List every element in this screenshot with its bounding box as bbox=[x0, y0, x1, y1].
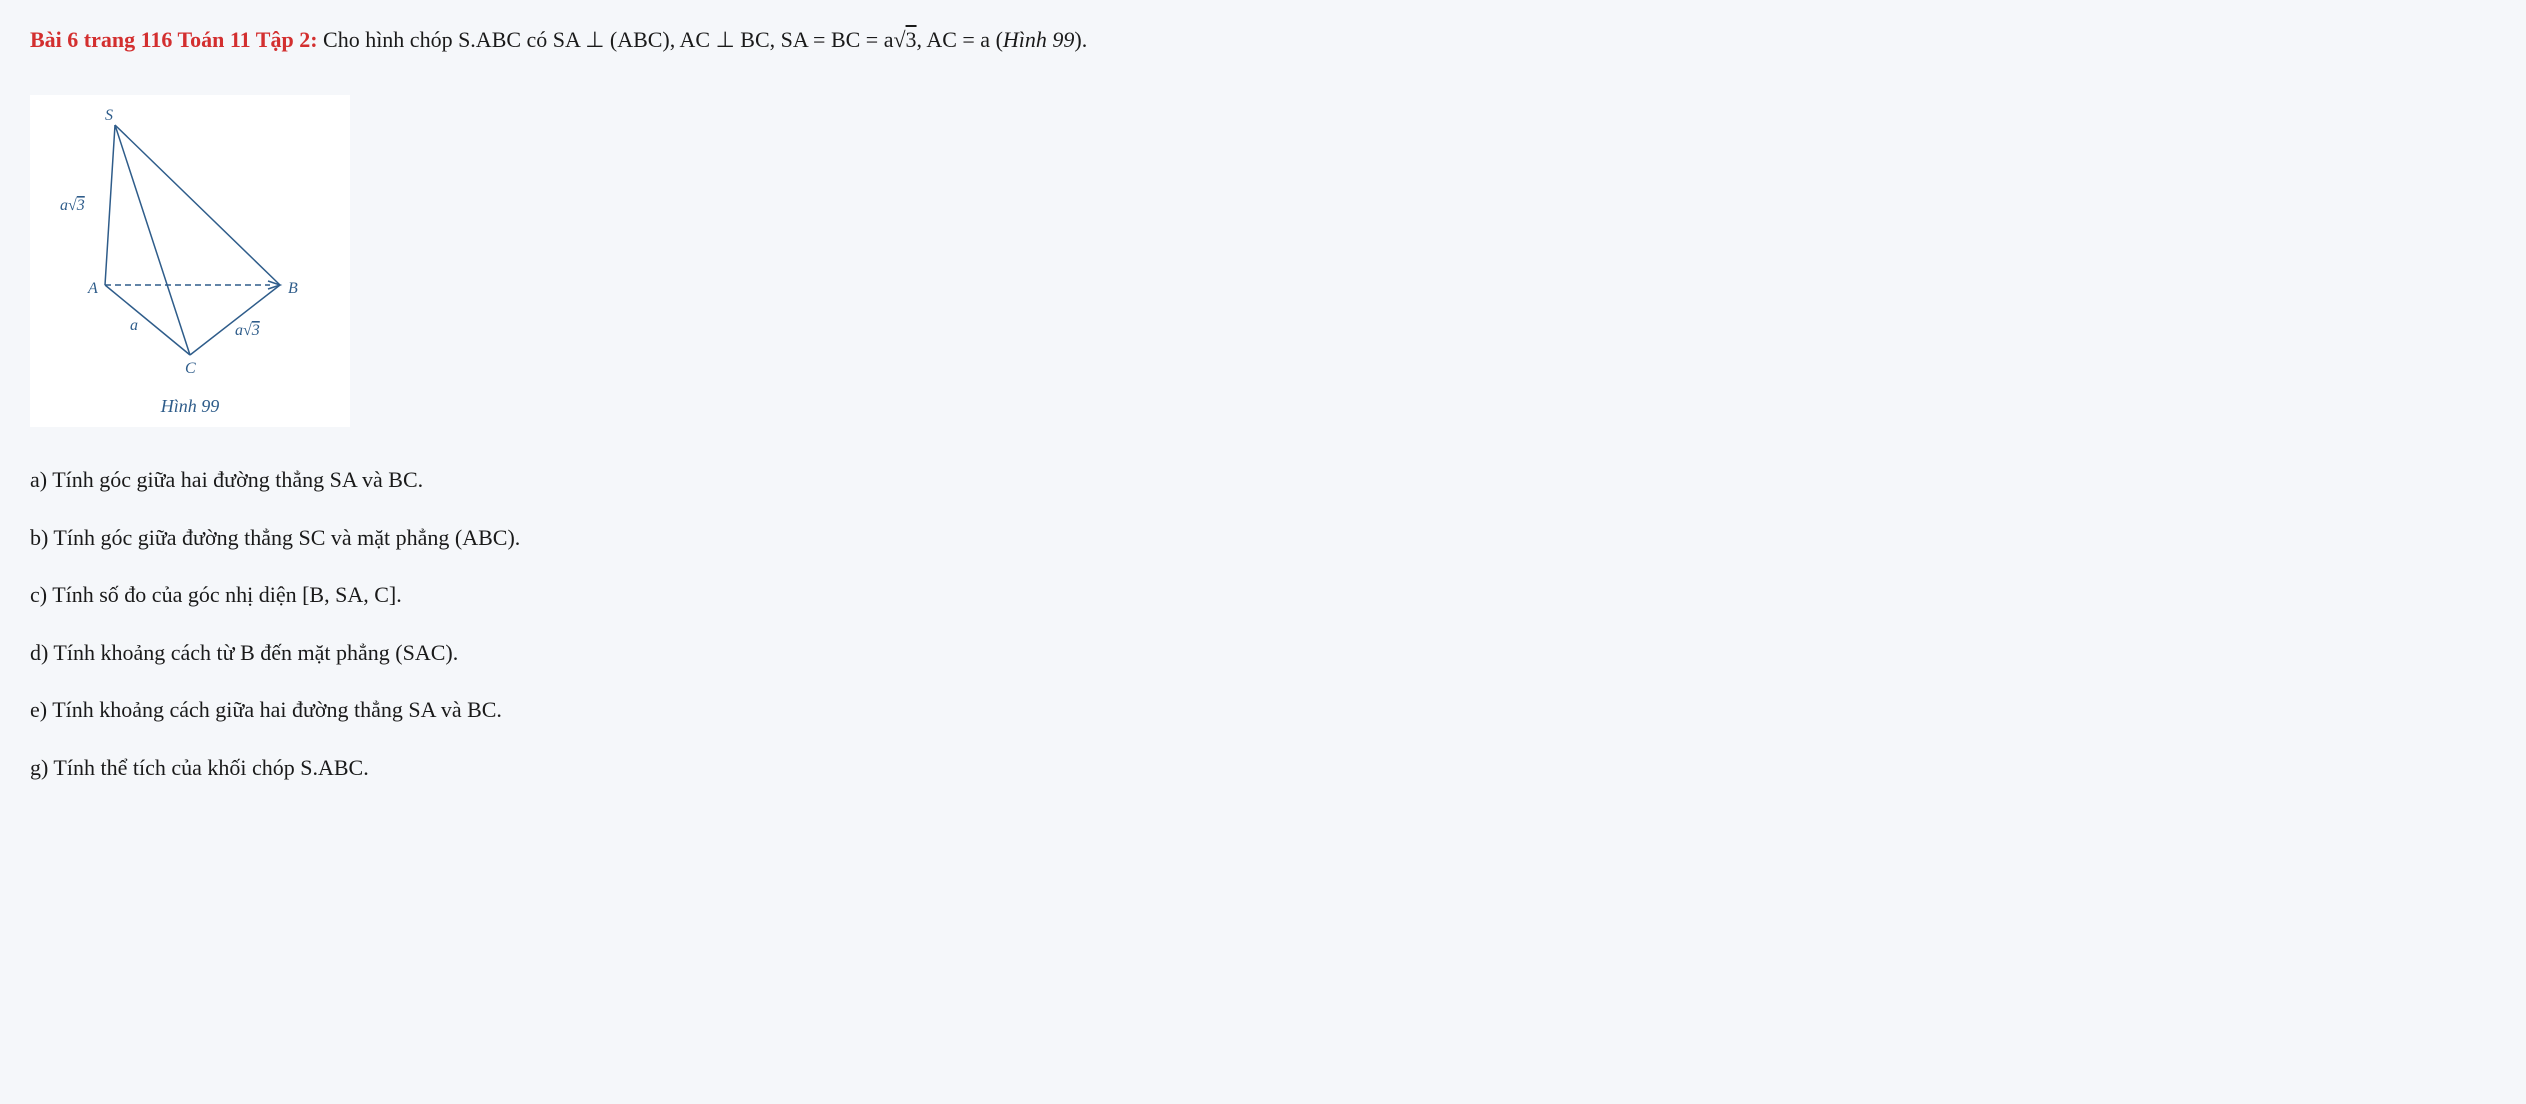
question-c: c) Tính số đo của góc nhị diện [B, SA, C… bbox=[30, 575, 2496, 615]
question-g: g) Tính thể tích của khối chóp S.ABC. bbox=[30, 748, 2496, 788]
label-c: C bbox=[185, 360, 196, 377]
problem-statement: Cho hình chóp S.ABC có SA ⊥ (ABC), AC ⊥ … bbox=[323, 27, 1087, 52]
statement-prefix: Cho hình chóp S.ABC có SA ⊥ (ABC), AC ⊥ … bbox=[323, 27, 893, 52]
label-b: B bbox=[288, 280, 298, 297]
question-e: e) Tính khoảng cách giữa hai đường thẳng… bbox=[30, 690, 2496, 730]
edge-sc bbox=[115, 125, 190, 355]
sqrt-value: 3 bbox=[906, 27, 917, 52]
figure-ref: Hình 99 bbox=[1003, 27, 1075, 52]
label-a: A bbox=[87, 280, 98, 297]
label-s: S bbox=[105, 107, 113, 124]
edge-sa bbox=[105, 125, 115, 285]
figure-container: S A B C a√3 a a√3 Hình 99 bbox=[30, 95, 350, 427]
statement-end: ). bbox=[1074, 27, 1087, 52]
edge-ac bbox=[105, 285, 190, 355]
figure-caption: Hình 99 bbox=[50, 390, 330, 422]
statement-suffix: , AC = a ( bbox=[917, 27, 1003, 52]
problem-title: Bài 6 trang 116 Toán 11 Tập 2: bbox=[30, 27, 318, 52]
pyramid-figure: S A B C a√3 a a√3 bbox=[50, 105, 330, 385]
sqrt-symbol: √ bbox=[893, 27, 905, 52]
label-bc-length: a√3 bbox=[235, 322, 260, 339]
edge-bc bbox=[190, 285, 280, 355]
question-a: a) Tính góc giữa hai đường thẳng SA và B… bbox=[30, 460, 2496, 500]
edge-sb bbox=[115, 125, 280, 285]
problem-header: Bài 6 trang 116 Toán 11 Tập 2: Cho hình … bbox=[30, 20, 2496, 60]
label-ac-length: a bbox=[130, 317, 138, 334]
question-b: b) Tính góc giữa đường thẳng SC và mặt p… bbox=[30, 518, 2496, 558]
label-sa-length: a√3 bbox=[60, 197, 85, 214]
question-d: d) Tính khoảng cách từ B đến mặt phẳng (… bbox=[30, 633, 2496, 673]
